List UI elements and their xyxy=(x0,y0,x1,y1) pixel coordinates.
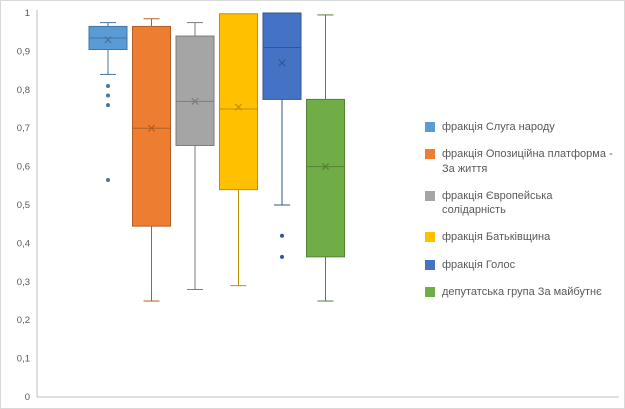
legend-item-batkivshchyna[interactable]: фракція Батьківщина xyxy=(425,230,613,244)
legend-label: фракція Голос xyxy=(442,258,516,271)
legend-swatch xyxy=(425,149,435,160)
legend-label: фракція Опозиційна платформа - За життя xyxy=(442,148,613,175)
box-series-0[interactable] xyxy=(88,22,128,183)
box-series-2[interactable] xyxy=(175,22,215,290)
outlier-point xyxy=(280,254,284,259)
outlier-point xyxy=(106,103,110,108)
box-series-5[interactable] xyxy=(306,14,345,302)
legend-swatch xyxy=(425,190,435,201)
y-axis-tick-label: 0,8 xyxy=(17,85,30,96)
mean-marker xyxy=(278,59,286,67)
legend-swatch xyxy=(425,259,435,270)
legend-item-sluha-narodu[interactable]: фракція Слуга народу xyxy=(425,120,613,134)
y-axis-tick-label: 0,5 xyxy=(17,200,30,211)
legend-swatch xyxy=(425,122,435,132)
y-axis-tick-label: 0,7 xyxy=(17,123,30,134)
box[interactable] xyxy=(132,25,171,227)
box[interactable] xyxy=(306,98,345,258)
box[interactable] xyxy=(219,13,258,191)
box-series-3[interactable] xyxy=(219,13,258,287)
y-axis-tick-label: 0,2 xyxy=(17,315,30,326)
legend-swatch xyxy=(425,287,435,298)
mean-marker xyxy=(321,162,330,171)
legend-item-yevrosolidarnist[interactable]: фракція Європейська солідарність xyxy=(425,189,613,218)
outlier-point xyxy=(106,93,110,98)
mean-marker xyxy=(191,97,199,105)
mean-marker xyxy=(234,103,243,111)
box[interactable] xyxy=(175,35,215,146)
legend-label: депутатська група За майбутнє xyxy=(442,286,602,299)
y-axis-tick-label: 0,6 xyxy=(17,162,30,173)
y-axis-tick-label: 0,1 xyxy=(17,354,30,365)
box-series-1[interactable] xyxy=(132,18,171,302)
legend-item-opzzh[interactable]: фракція Опозиційна платформа - За життя xyxy=(425,147,613,176)
outlier-point xyxy=(106,83,110,88)
box[interactable] xyxy=(262,12,302,100)
legend-label: фракція Європейська солідарність xyxy=(442,189,553,217)
chart-legend: фракція Слуга народу фракція Опозиційна … xyxy=(425,120,613,299)
legend-item-za-maibutne[interactable]: депутатська група За майбутнє xyxy=(425,285,613,299)
y-axis-tick-label: 1 xyxy=(25,8,30,19)
legend-label: фракція Батьківщина xyxy=(442,231,551,244)
outlier-point xyxy=(106,178,110,183)
y-axis-tick-label: 0,4 xyxy=(17,238,30,249)
y-axis-tick-label: 0,3 xyxy=(17,277,30,288)
legend-item-holos[interactable]: фракція Голос xyxy=(425,258,613,272)
outlier-point xyxy=(280,233,284,238)
legend-label: фракція Слуга народу xyxy=(442,121,555,133)
y-axis-tick-label: 0 xyxy=(25,392,30,403)
mean-marker xyxy=(147,124,156,132)
mean-marker xyxy=(104,36,112,44)
box-series-4[interactable] xyxy=(262,12,302,259)
legend-swatch xyxy=(425,232,435,243)
y-axis-tick-label: 0,9 xyxy=(17,46,30,57)
